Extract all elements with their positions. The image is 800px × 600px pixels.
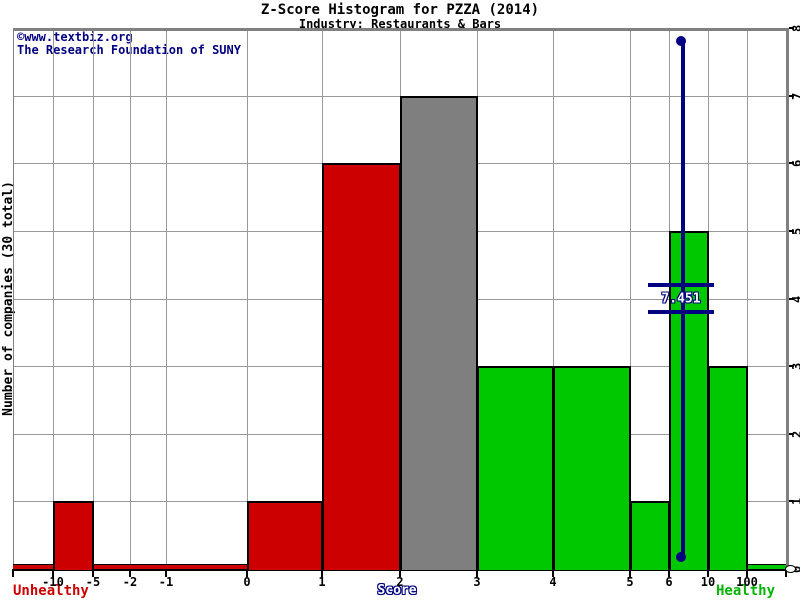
x-tick-mark xyxy=(476,569,478,577)
x-tick-mark xyxy=(12,569,14,577)
y-tick-mark xyxy=(789,162,794,164)
x-tick-mark xyxy=(321,569,323,577)
x-tick-mark xyxy=(399,569,401,577)
plot-border-top xyxy=(13,28,789,31)
x-tick-mark xyxy=(92,569,94,577)
x-axis-title: Score xyxy=(377,583,417,598)
v-gridline xyxy=(130,28,131,569)
watermark-link[interactable]: ©www.textbiz.org xyxy=(17,30,133,44)
v-gridline xyxy=(630,28,631,569)
y-tick-label: 5 xyxy=(790,227,800,235)
x-tick-label: 4 xyxy=(549,575,557,589)
x-tick-label: 6 xyxy=(665,575,673,589)
histogram-bar xyxy=(53,501,94,570)
plot-border-right xyxy=(786,28,789,569)
v-gridline xyxy=(93,28,94,569)
histogram-bar xyxy=(247,501,323,570)
x-tick-label: -2 xyxy=(122,575,138,589)
x-tick-label: -10 xyxy=(42,575,64,589)
axis-end-cap xyxy=(785,565,796,573)
y-tick-mark xyxy=(789,95,794,97)
marker-crossbar-lower xyxy=(648,310,714,314)
y-tick-label: 3 xyxy=(790,362,800,370)
y-tick-mark xyxy=(789,230,794,232)
marker-line xyxy=(681,40,685,558)
x-tick-mark xyxy=(52,569,54,577)
histogram-bar xyxy=(400,96,478,570)
x-tick-label: 100 xyxy=(736,575,758,589)
x-tick-label: -5 xyxy=(85,575,101,589)
x-tick-mark xyxy=(668,569,670,577)
histogram-bar xyxy=(708,366,748,570)
x-tick-label: 3 xyxy=(473,575,481,589)
v-gridline xyxy=(166,28,167,569)
y-tick-label: 2 xyxy=(790,430,800,438)
x-tick-mark xyxy=(785,569,787,577)
y-tick-mark xyxy=(789,298,794,300)
v-gridline xyxy=(747,28,748,569)
x-tick-label: 0 xyxy=(243,575,251,589)
x-tick-label: 10 xyxy=(700,575,716,589)
marker-bottom-dot xyxy=(676,552,686,562)
y-tick-label: 4 xyxy=(790,295,800,303)
x-tick-label: 5 xyxy=(626,575,634,589)
x-tick-mark xyxy=(629,569,631,577)
y-tick-mark xyxy=(789,433,794,435)
y-tick-label: 8 xyxy=(790,24,800,32)
unhealthy-zone-label: Unhealthy xyxy=(13,583,89,599)
histogram-bar xyxy=(553,366,631,570)
marker-crossbar-upper xyxy=(648,283,714,287)
histogram-bar xyxy=(630,501,670,570)
x-tick-label: 2 xyxy=(396,575,404,589)
y-tick-mark xyxy=(789,500,794,502)
marker-value-label: 7.451 xyxy=(661,291,701,307)
v-gridline xyxy=(53,28,54,569)
x-tick-mark xyxy=(707,569,709,577)
healthy-zone-label: Healthy xyxy=(716,583,776,599)
y-tick-mark xyxy=(789,365,794,367)
x-tick-mark xyxy=(165,569,167,577)
v-gridline xyxy=(247,28,248,569)
y-tick-mark xyxy=(789,27,794,29)
baseline-zone-strip xyxy=(13,564,247,569)
h-gridline xyxy=(13,96,786,97)
v-gridline xyxy=(553,28,554,569)
histogram-bar xyxy=(669,231,709,570)
histogram-bar xyxy=(477,366,554,570)
marker-top-dot xyxy=(676,36,686,46)
y-tick-label: 1 xyxy=(790,497,800,505)
y-tick-label: 7 xyxy=(790,92,800,100)
x-tick-label: -1 xyxy=(158,575,174,589)
x-tick-mark xyxy=(129,569,131,577)
x-tick-mark xyxy=(552,569,554,577)
chart-title: Z-Score Histogram for PZZA (2014) xyxy=(260,2,540,18)
histogram-bar xyxy=(322,163,401,570)
baseline-zone-strip xyxy=(747,564,786,569)
plot-border-left xyxy=(13,28,14,569)
x-tick-mark xyxy=(246,569,248,577)
y-tick-label: 6 xyxy=(790,159,800,167)
x-tick-label: 1 xyxy=(318,575,326,589)
watermark-org: The Research Foundation of SUNY xyxy=(17,43,241,57)
x-tick-mark xyxy=(746,569,748,577)
chart-subtitle: Industry: Restaurants & Bars xyxy=(298,17,502,31)
